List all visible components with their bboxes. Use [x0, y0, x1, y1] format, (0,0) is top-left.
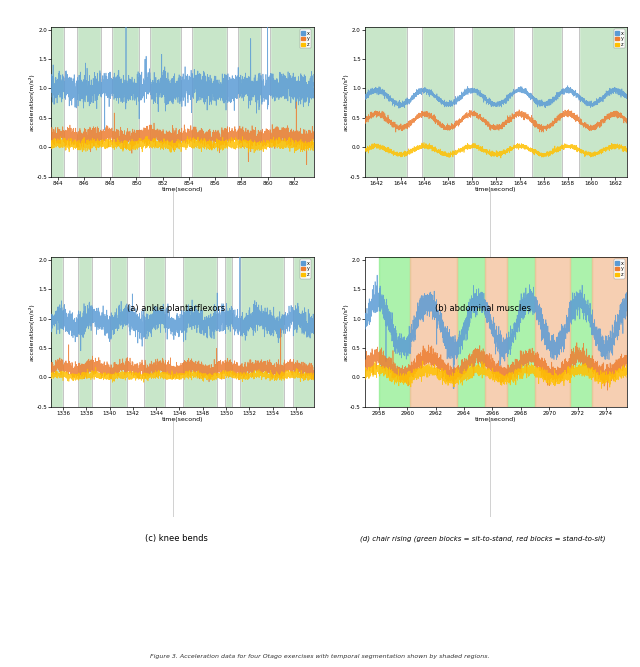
X-axis label: time(second): time(second) [162, 418, 203, 422]
Legend: x, y, z: x, y, z [300, 259, 311, 279]
Bar [284, 257, 292, 407]
Bar [454, 27, 472, 177]
Y-axis label: acceleration(m/s²): acceleration(m/s²) [29, 73, 35, 131]
Text: (d) chair rising (green blocks = sit-to-stand, red blocks = stand-to-sit): (d) chair rising (green blocks = sit-to-… [360, 535, 606, 542]
Bar [166, 257, 183, 407]
Bar [101, 27, 111, 177]
Bar [92, 257, 109, 407]
Y-axis label: acceleration(m/s²): acceleration(m/s²) [342, 303, 349, 361]
Bar [379, 257, 410, 407]
Text: (a) ankle plantarflexors: (a) ankle plantarflexors [127, 303, 225, 313]
Bar [514, 27, 532, 177]
Bar [406, 27, 422, 177]
Bar [507, 257, 535, 407]
Bar [261, 27, 270, 177]
Legend: x, y, z: x, y, z [614, 259, 625, 279]
Bar [232, 257, 240, 407]
Y-axis label: acceleration(m/s²): acceleration(m/s²) [29, 303, 35, 361]
Bar [63, 257, 78, 407]
Legend: x, y, z: x, y, z [300, 29, 311, 49]
Bar [592, 257, 627, 407]
X-axis label: time(second): time(second) [476, 187, 516, 192]
Text: Figure 3. Acceleration data for four Otago exercises with temporal segmentation : Figure 3. Acceleration data for four Ota… [150, 654, 490, 659]
Bar [127, 257, 145, 407]
Legend: x, y, z: x, y, z [614, 29, 625, 49]
Bar [217, 257, 225, 407]
Bar [64, 27, 77, 177]
Bar [227, 27, 237, 177]
Bar [535, 257, 570, 407]
Bar [570, 257, 592, 407]
Bar [561, 27, 579, 177]
Y-axis label: acceleration(m/s²): acceleration(m/s²) [342, 73, 349, 131]
Bar [139, 27, 150, 177]
Bar [457, 257, 485, 407]
Bar [410, 257, 457, 407]
Bar [485, 257, 507, 407]
X-axis label: time(second): time(second) [162, 187, 203, 192]
Text: (b) abdominal muscles: (b) abdominal muscles [435, 303, 531, 313]
X-axis label: time(second): time(second) [476, 418, 516, 422]
Bar [181, 27, 191, 177]
Text: (c) knee bends: (c) knee bends [145, 534, 207, 543]
